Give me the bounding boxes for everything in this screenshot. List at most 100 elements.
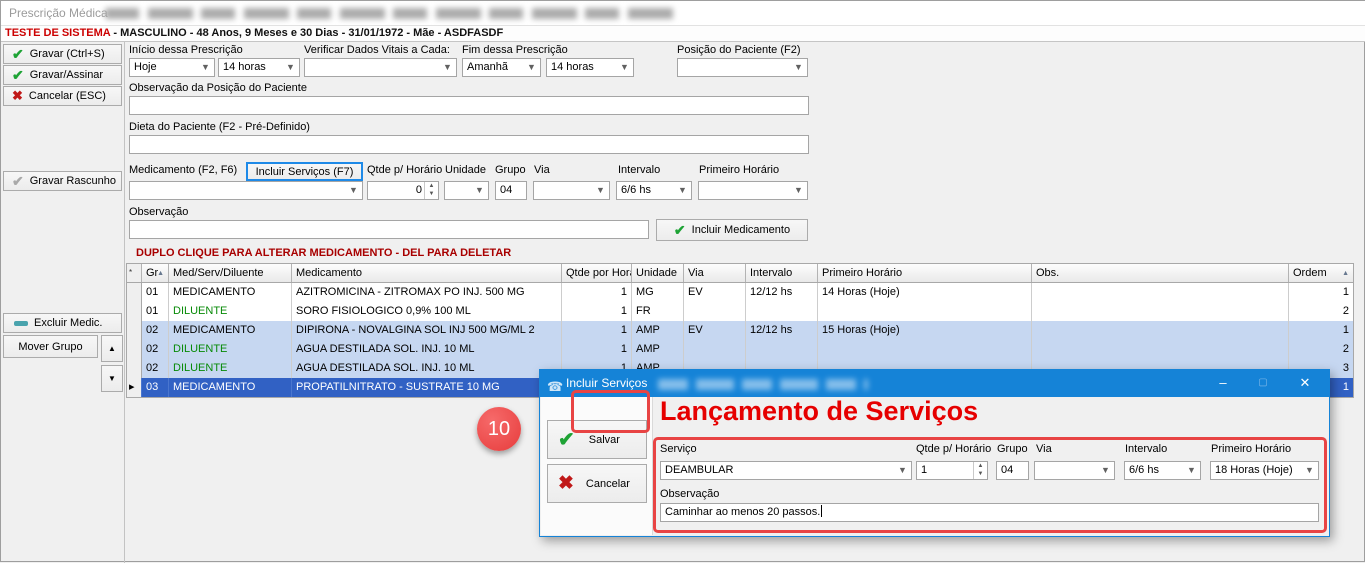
- move-up-button[interactable]: ▲: [101, 335, 123, 362]
- dialog-heading: Lançamento de Serviços: [660, 396, 979, 426]
- header-medicamento[interactable]: Medicamento: [292, 264, 562, 282]
- patient-position-select[interactable]: ▼: [677, 58, 808, 77]
- service-note-input[interactable]: Caminhar ao menos 20 passos.: [660, 503, 1319, 522]
- header-via[interactable]: Via: [684, 264, 746, 282]
- service-select[interactable]: DEAMBULAR ▼: [660, 461, 912, 480]
- vitals-check-label: Verificar Dados Vitais a Cada:: [304, 44, 450, 56]
- arrow-up-icon: ▲: [108, 344, 116, 353]
- header-tipo[interactable]: Med/Serv/Diluente: [169, 264, 292, 282]
- service-label: Serviço: [660, 443, 697, 455]
- first-time-select[interactable]: ▼: [698, 181, 808, 200]
- chevron-down-icon: ▼: [286, 62, 295, 72]
- save-draft-button[interactable]: ✔ Gravar Rascunho: [3, 171, 122, 191]
- spinner-arrows-icon[interactable]: ▲ ▼: [973, 462, 987, 479]
- table-row[interactable]: 01 DILUENTE SORO FISIOLOGICO 0,9% 100 ML…: [127, 302, 1353, 321]
- end-day-select[interactable]: Amanhã ▼: [462, 58, 541, 77]
- chevron-down-icon: ▼: [1187, 465, 1196, 475]
- header-qtde[interactable]: Qtde por Horário: [562, 264, 632, 282]
- unit-select[interactable]: ▼: [444, 181, 489, 200]
- interval-label: Intervalo: [618, 164, 661, 176]
- start-hour-select[interactable]: 14 horas ▼: [218, 58, 300, 77]
- check-icon: ✔: [12, 172, 24, 189]
- chevron-down-icon: ▼: [475, 185, 484, 195]
- chevron-down-icon: ▼: [678, 185, 687, 195]
- dialog-titlebar[interactable]: ☎ Incluir Serviços – ▢ ✕: [540, 370, 1329, 397]
- check-icon: ✔: [673, 221, 686, 238]
- vitals-check-select[interactable]: ▼: [304, 58, 457, 77]
- chevron-down-icon: ▼: [1101, 465, 1110, 475]
- group-input[interactable]: 04: [996, 461, 1029, 480]
- header-ordem[interactable]: Ordem ▲: [1289, 264, 1353, 282]
- position-note-input[interactable]: [129, 96, 809, 115]
- interval-select[interactable]: 6/6 hs ▼: [1124, 461, 1201, 480]
- group-label: Grupo: [495, 164, 526, 176]
- window-title: Prescrição Médica: [9, 6, 108, 20]
- check-icon: ✔: [558, 429, 575, 451]
- route-select[interactable]: ▼: [1034, 461, 1115, 480]
- redacted-text: [105, 8, 679, 19]
- header-unidade[interactable]: Unidade: [632, 264, 684, 282]
- cancel-service-button[interactable]: ✖ Cancelar: [547, 464, 647, 503]
- route-select[interactable]: ▼: [533, 181, 610, 200]
- header-obs[interactable]: Obs.: [1032, 264, 1289, 282]
- header-intervalo[interactable]: Intervalo: [746, 264, 818, 282]
- interval-select[interactable]: 6/6 hs ▼: [616, 181, 692, 200]
- header-primeiro-horario[interactable]: Primeiro Horário: [818, 264, 1032, 282]
- unit-label: Unidade: [445, 164, 486, 176]
- table-row[interactable]: 02 MEDICAMENTO DIPIRONA - NOVALGINA SOL …: [127, 321, 1353, 340]
- table-row[interactable]: 02 DILUENTE AGUA DESTILADA SOL. INJ. 10 …: [127, 340, 1353, 359]
- first-time-label: Primeiro Horário: [1211, 443, 1292, 455]
- text-caret: [821, 505, 823, 517]
- move-down-button[interactable]: ▼: [101, 365, 123, 392]
- step-badge: 10: [477, 407, 521, 451]
- interval-label: Intervalo: [1125, 443, 1168, 455]
- maximize-button[interactable]: ▢: [1258, 377, 1268, 388]
- close-button[interactable]: ✕: [1299, 375, 1311, 390]
- check-icon: ✔: [12, 45, 24, 62]
- cancel-button[interactable]: ✖ Cancelar (ESC): [3, 86, 122, 106]
- qty-per-hour-stepper[interactable]: 0 ▲ ▼: [367, 181, 439, 200]
- include-medication-button[interactable]: ✔ Incluir Medicamento: [656, 219, 808, 241]
- save-button[interactable]: ✔ Gravar (Ctrl+S): [3, 44, 122, 64]
- note-input[interactable]: [129, 220, 649, 239]
- chevron-down-icon: ▼: [527, 62, 536, 72]
- include-services-dialog: ☎ Incluir Serviços – ▢ ✕ ✔ Salvar ✖ Cancel…: [539, 369, 1330, 537]
- patient-details: - MASCULINO - 48 Anos, 9 Meses e 30 Dias…: [110, 27, 504, 39]
- table-row[interactable]: 01 MEDICAMENTO AZITROMICINA - ZITROMAX P…: [127, 283, 1353, 302]
- end-hour-select[interactable]: 14 horas ▼: [546, 58, 634, 77]
- chevron-down-icon: ▼: [596, 185, 605, 195]
- spinner-arrows-icon[interactable]: ▲ ▼: [424, 182, 438, 199]
- chevron-down-icon: ▼: [794, 185, 803, 195]
- x-icon: ✖: [558, 473, 574, 494]
- delete-medication-button[interactable]: Excluir Medic.: [3, 313, 122, 333]
- minimize-button[interactable]: –: [1219, 375, 1227, 390]
- note-label: Observação: [129, 206, 189, 218]
- qty-per-hour-stepper[interactable]: 1 ▲ ▼: [916, 461, 988, 480]
- qty-per-hour-label: Qtde p/ Horário: [916, 443, 992, 455]
- x-icon: ✖: [12, 88, 23, 103]
- diet-input[interactable]: [129, 135, 809, 154]
- route-label: Via: [1036, 443, 1052, 455]
- move-group-button[interactable]: Mover Grupo: [3, 335, 98, 358]
- medication-table: * Gr ▲ Med/Serv/Diluente Medicamento Qtde…: [126, 263, 1354, 398]
- group-input[interactable]: 04: [495, 181, 527, 200]
- table-header-row: * Gr ▲ Med/Serv/Diluente Medicamento Qtde…: [127, 264, 1353, 283]
- end-prescription-label: Fim dessa Prescrição: [462, 44, 568, 56]
- chevron-down-icon: ▼: [1305, 465, 1314, 475]
- save-service-button[interactable]: ✔ Salvar: [547, 420, 647, 459]
- header-indicator[interactable]: *: [127, 264, 142, 282]
- medication-select[interactable]: ▼: [129, 181, 363, 200]
- note-label: Observação: [660, 488, 720, 500]
- window-titlebar: Prescrição Médica: [1, 1, 1365, 26]
- chevron-down-icon: ▼: [620, 62, 629, 72]
- minus-icon: [14, 320, 28, 326]
- patient-info-bar: TESTE DE SISTEMA - MASCULINO - 48 Anos, …: [1, 26, 1365, 42]
- arrow-down-icon: ▼: [108, 374, 116, 383]
- header-gr[interactable]: Gr ▲: [142, 264, 169, 282]
- save-sign-button[interactable]: ✔ Gravar/Assinar: [3, 65, 122, 85]
- include-services-button[interactable]: Incluir Serviços (F7): [246, 162, 363, 181]
- first-time-select[interactable]: 18 Horas (Hoje) ▼: [1210, 461, 1319, 480]
- start-day-select[interactable]: Hoje ▼: [129, 58, 215, 77]
- sort-asc-icon: ▲: [1342, 270, 1349, 277]
